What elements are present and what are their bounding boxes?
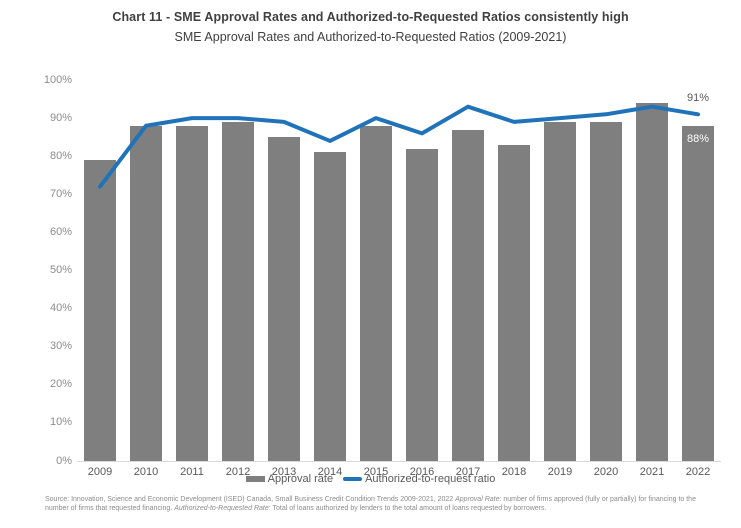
- bar-2014: [314, 152, 346, 461]
- source-text: Source: Innovation, Science and Economic…: [45, 496, 456, 503]
- bar-2016: [406, 148, 438, 461]
- bar-2017: [452, 129, 484, 461]
- y-tick-label-100: 100%: [43, 73, 72, 86]
- legend-bar-swatch: [245, 476, 265, 482]
- y-tick-label-30: 30%: [49, 340, 72, 353]
- x-label-2011: 2011: [180, 466, 204, 478]
- chart-title: Chart 11 - SME Approval Rates and Author…: [112, 10, 629, 24]
- x-label-2009: 2009: [87, 466, 113, 478]
- bar-2018: [498, 144, 530, 461]
- bar-2015: [360, 125, 392, 461]
- x-label-2013: 2013: [271, 466, 297, 478]
- chart-subtitle: SME Approval Rates and Authorized-to-Req…: [174, 30, 567, 44]
- bar-2009: [84, 160, 116, 461]
- data-label-88pct: 88%: [686, 132, 710, 145]
- legend: Approval rate Authorized-to-request ratio: [0, 473, 741, 485]
- bar-2011: [176, 125, 208, 461]
- x-label-2021: 2021: [639, 466, 665, 478]
- bar-2019: [544, 121, 576, 461]
- x-label-2016: 2016: [409, 466, 435, 478]
- data-label-91pct: 91%: [686, 92, 710, 105]
- x-label-2018: 2018: [501, 466, 527, 478]
- bar-2012: [222, 121, 254, 461]
- x-label-2015: 2015: [363, 466, 389, 478]
- y-tick-label-40: 40%: [49, 302, 72, 315]
- bar-2013: [268, 137, 300, 461]
- bar-2022: [682, 125, 714, 461]
- bar-2010: [130, 125, 162, 461]
- source-term-italic: Authorized-to-Requested Rate: [174, 505, 269, 512]
- legend-label: Authorized-to-request ratio: [365, 473, 496, 485]
- y-tick-label-60: 60%: [49, 225, 72, 238]
- y-tick-label-90: 90%: [49, 111, 72, 124]
- source-note: Source: Innovation, Science and Economic…: [45, 495, 705, 513]
- x-label-2020: 2020: [593, 466, 619, 478]
- x-label-2022: 2022: [685, 466, 711, 478]
- y-tick-label-20: 20%: [49, 378, 72, 391]
- authorized-to-request-line: [98, 104, 700, 189]
- y-tick-label-50: 50%: [49, 264, 72, 276]
- x-label-2010: 2010: [133, 466, 159, 478]
- x-axis-line: [77, 461, 721, 462]
- legend-line-swatch: [343, 477, 363, 481]
- y-tick-label-10: 10%: [49, 416, 72, 429]
- bar-2020: [590, 121, 622, 461]
- x-label-2017: 2017: [455, 466, 481, 478]
- legend-item-line: Authorized-to-request ratio: [343, 473, 495, 485]
- y-tick-label-80: 80%: [49, 149, 72, 162]
- legend-item-bar: Approval rate: [245, 473, 334, 485]
- legend-label: Approval rate: [267, 473, 334, 485]
- y-tick-label-0: 0%: [56, 454, 72, 467]
- x-label-2019: 2019: [547, 466, 573, 478]
- bar-2021: [636, 102, 668, 461]
- x-label-2014: 2014: [317, 466, 343, 478]
- source-text: : Total of loans authorized by lenders t…: [268, 505, 547, 512]
- source-term-italic: Approval Rate: [455, 496, 500, 503]
- source-text: : number of firms approved (fully or par…: [45, 496, 696, 512]
- y-tick-label-70: 70%: [49, 187, 72, 200]
- x-label-2012: 2012: [225, 466, 251, 478]
